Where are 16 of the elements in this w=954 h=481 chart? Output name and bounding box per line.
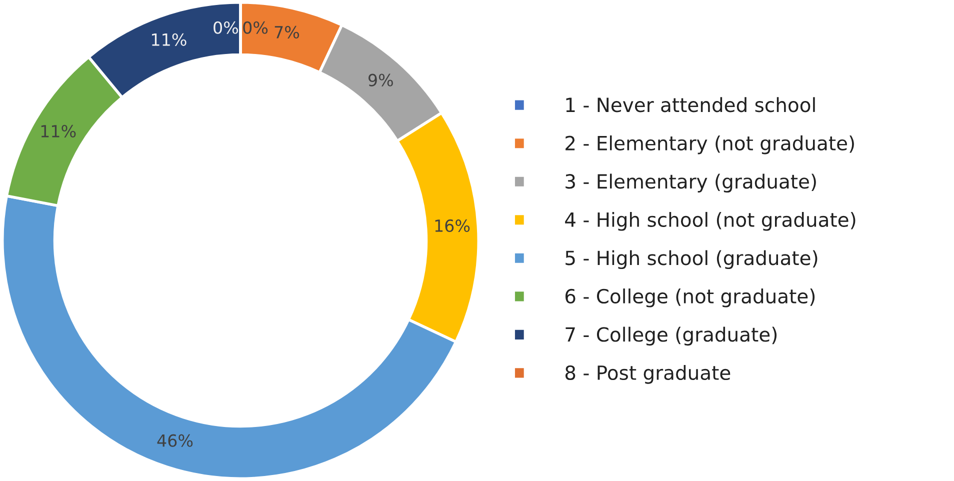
- legend-label: 3 - Elementary (graduate): [566, 174, 816, 193]
- legend-label: 1 - Never attended school: [566, 97, 815, 112]
- text: 0%: [243, 21, 268, 34]
- data-label: 9%: [368, 74, 393, 86]
- data-label: 7%: [274, 26, 300, 39]
- legend-label: 2 - Elementary (not graduate): [566, 135, 854, 154]
- data-label: 11%: [41, 124, 76, 138]
- data-label: 11%: [152, 33, 186, 46]
- text: 0%: [214, 21, 238, 34]
- legend-label: 4 - High school (not graduate): [565, 212, 856, 231]
- legend-label: 5 - High school (graduate): [566, 250, 818, 270]
- data-label: 46%: [157, 434, 193, 447]
- legend-label: 6 - College (not graduate): [565, 288, 815, 308]
- legend-label: 8 - Post graduate: [565, 365, 730, 384]
- legend-label: 7 - College (graduate): [566, 326, 777, 346]
- data-label: 16%: [435, 219, 470, 232]
